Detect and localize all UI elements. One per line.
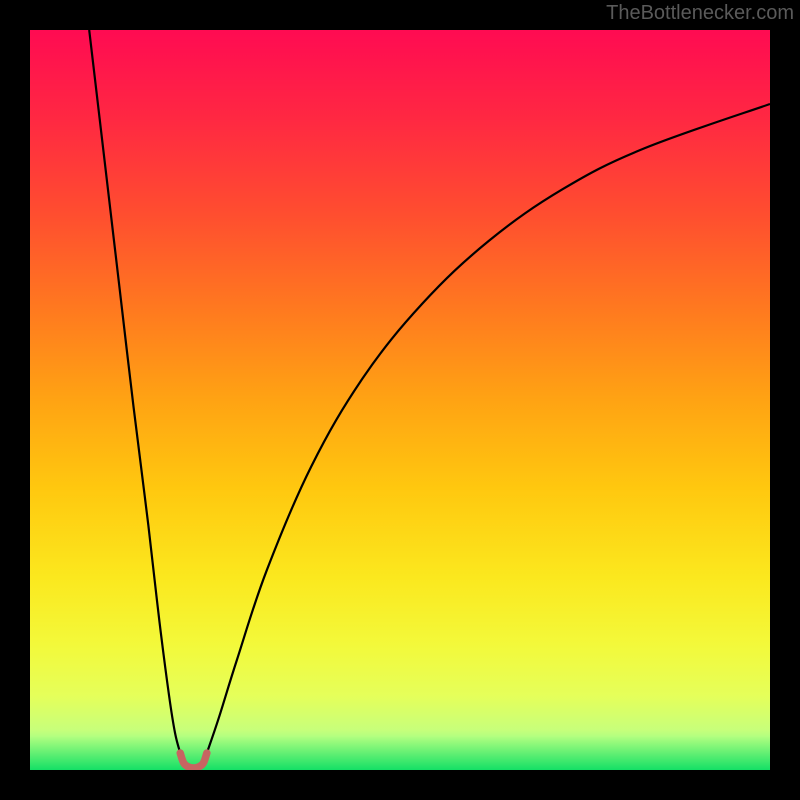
attribution-label: TheBottlenecker.com — [606, 2, 794, 25]
curve-right-branch — [207, 104, 770, 753]
plot-area — [30, 30, 770, 770]
curve-valley-marker — [180, 753, 207, 768]
curve-left-branch — [89, 30, 180, 753]
bottleneck-curve — [30, 30, 770, 770]
figure-container: TheBottlenecker.com — [0, 0, 800, 800]
